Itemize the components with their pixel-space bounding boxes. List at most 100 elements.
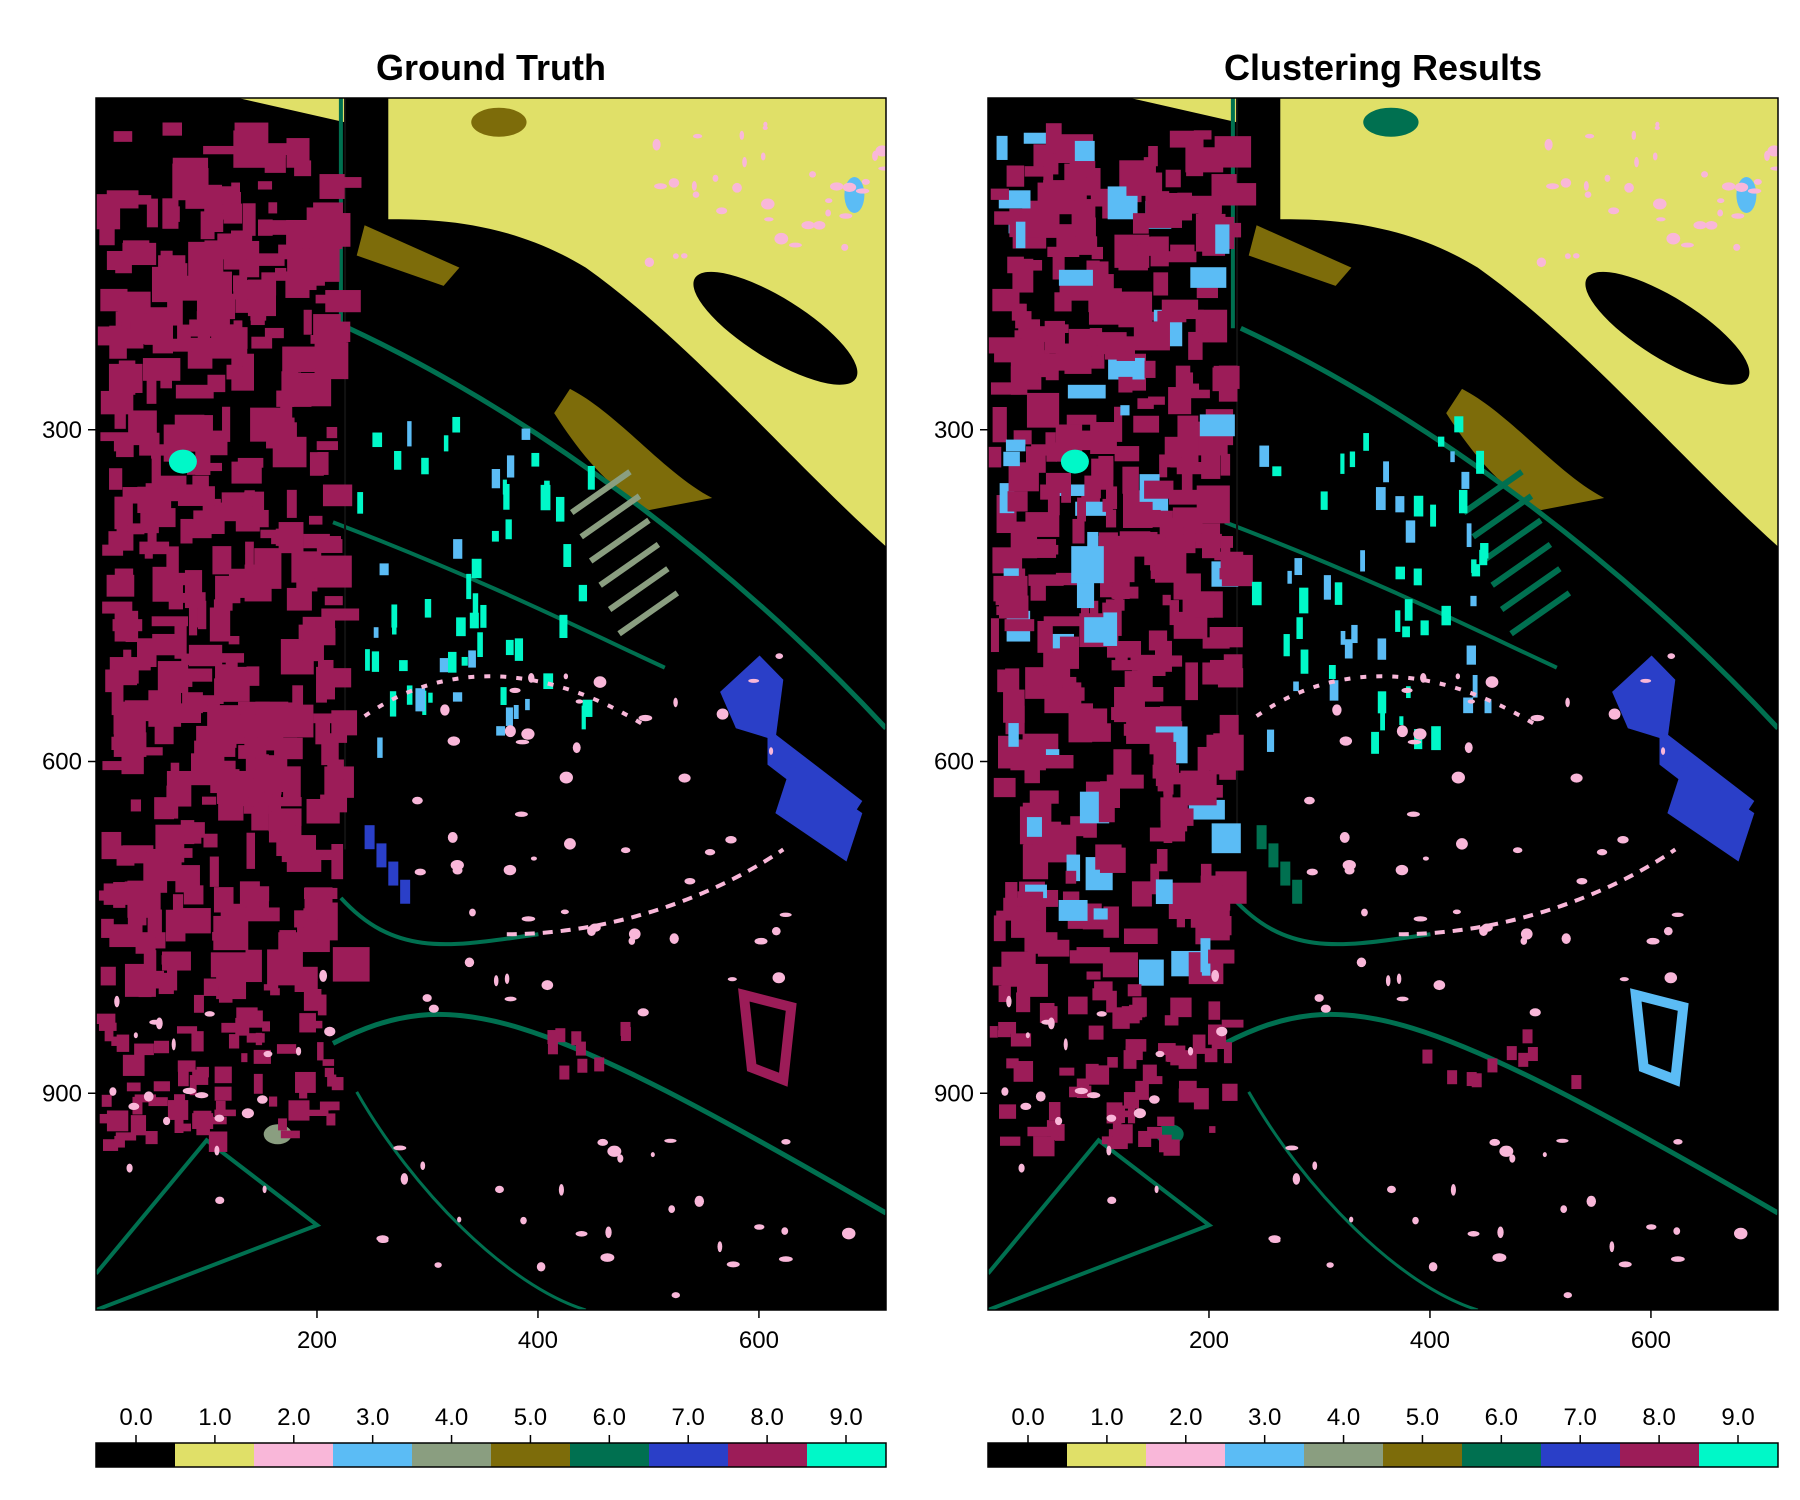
building [1102,498,1113,512]
tree-patch [469,612,479,629]
building [228,635,240,645]
bare-soil-patch [1006,995,1012,1008]
building [1130,654,1165,669]
building [154,797,175,820]
bare-soil-patch [1020,1102,1032,1111]
building [209,856,219,887]
bare-soil-patch [681,253,688,259]
tree-patch [1466,645,1476,665]
chart-title: Ground Truth [376,47,606,88]
bare-soil-patch [521,916,536,922]
bare-soil-patch [109,1087,117,1096]
building [1050,1122,1059,1141]
building [323,208,341,243]
bare-soil-patch [754,937,768,945]
image-seam [1236,98,1239,850]
colorbar-tick-label: 7.0 [1564,1404,1597,1431]
colorbar-swatch [1146,1443,1226,1467]
building [257,181,273,190]
tree-patch [1371,731,1379,754]
building [196,1123,210,1136]
tree-patch [531,452,540,467]
building [276,1044,297,1054]
bare-soil-patch [1663,926,1673,936]
bare-soil-patch [520,1216,527,1225]
bare-soil-patch [637,1008,649,1017]
building [1107,1139,1128,1150]
tree-patch [1430,504,1437,527]
bare-soil-patch [204,1011,215,1017]
building [1026,392,1060,428]
building [220,186,232,205]
building [996,135,1008,160]
building [992,406,1007,443]
meadow-strip-5 [1247,1091,1479,1310]
bare-soil-patch [1320,1004,1331,1013]
x-tick-label: 400 [518,1327,558,1354]
colorbar-tick-label: 1.0 [1090,1404,1123,1431]
building [1200,863,1212,883]
building [137,747,163,756]
tree-patch [521,428,531,440]
building [1025,667,1047,699]
bare-soil-patch [620,847,631,854]
bare-soil-patch [447,832,458,843]
bare-soil-patch [725,835,737,844]
building [98,890,110,901]
building [218,986,233,1003]
tree-patch [578,584,588,602]
tree-patch [1294,558,1303,576]
x-tick-label: 400 [1410,1327,1450,1354]
building [258,219,273,236]
building [204,184,223,221]
bare-soil-patch [1512,847,1523,854]
image-seam [344,98,347,850]
tree-cluster [1060,449,1089,474]
building [286,704,314,738]
building [222,797,259,807]
building [264,327,284,339]
tree-patch [496,726,506,736]
building [1147,1126,1163,1139]
bare-soil-patch [779,912,792,917]
building [286,489,297,518]
building [1122,466,1139,494]
bare-soil-patch [1670,1256,1685,1262]
bare-soil-patch [1705,220,1718,230]
bare-soil-patch [1681,242,1694,248]
tree-patch [1461,471,1470,489]
tree-patch [582,699,593,717]
building [253,1073,263,1094]
tree-patch [555,496,565,522]
tree-patch [1363,433,1369,451]
building [1211,823,1241,854]
building [1153,272,1169,296]
building [999,1136,1021,1146]
tree-patch [1259,445,1270,467]
tree-patch [447,651,457,673]
bare-soil-patch [1455,673,1461,680]
building [1132,235,1141,246]
bare-soil-patch [1479,925,1488,937]
bare-soil-patch [712,174,719,182]
building [192,475,209,499]
bare-soil-patch [716,207,728,215]
building [1133,534,1142,549]
building [1091,246,1104,260]
building [158,972,174,995]
bare-soil-patch [1624,182,1634,193]
bare-soil-patch [143,1091,154,1102]
tree-patch [1283,634,1290,657]
tree-patch [480,604,487,628]
building [1148,396,1165,405]
building [296,578,318,592]
building [1199,414,1235,437]
tree-patch [424,598,432,618]
building [1093,261,1109,278]
bare-soil-patch [761,198,775,210]
building [1196,286,1218,299]
building [331,710,358,736]
building [1012,258,1034,293]
meadow-strip-3 [1231,896,1431,947]
bare-soil-patch [1770,166,1778,171]
